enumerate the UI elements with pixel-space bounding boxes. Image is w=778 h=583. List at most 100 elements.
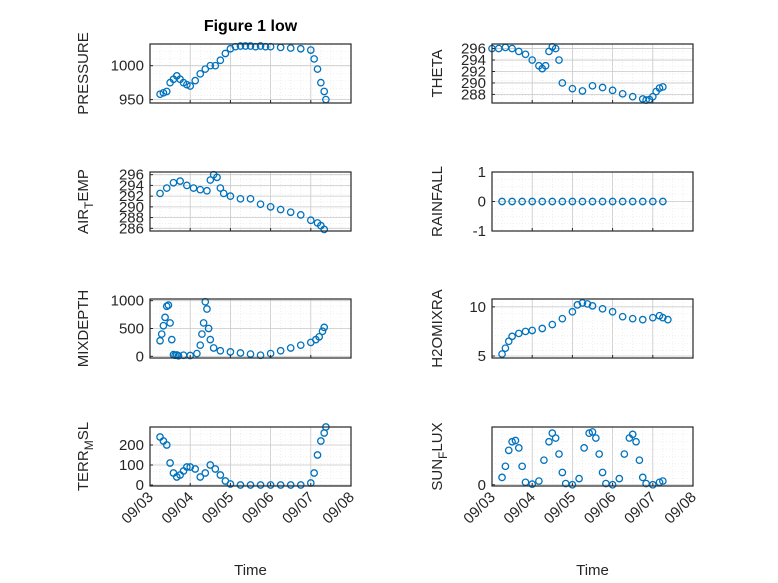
data-point (555, 56, 563, 64)
data-point (498, 473, 506, 482)
data-point (296, 211, 305, 219)
x-tick-label: 09/06 (239, 489, 278, 528)
data-point (183, 463, 191, 471)
y-tick-label: 1000 (111, 58, 144, 75)
data-point (176, 177, 184, 185)
data-point (575, 474, 583, 483)
data-point (286, 481, 295, 489)
y-axis-label: H2OMIXRA (429, 289, 446, 367)
data-point (638, 473, 647, 482)
data-point (276, 346, 285, 355)
y-tick-label: 500 (119, 321, 144, 338)
data-point (568, 480, 577, 489)
data-point (588, 197, 597, 206)
data-point (306, 216, 315, 225)
data-point (174, 351, 183, 360)
data-point (216, 346, 225, 355)
data-point (167, 335, 176, 344)
y-tick-label: 950 (119, 92, 144, 109)
data-point (608, 197, 617, 206)
y-tick-label: 0 (136, 348, 144, 365)
data-point (246, 481, 255, 489)
data-point (186, 351, 195, 360)
x-tick-label: 09/05 (541, 489, 580, 528)
data-point (162, 184, 171, 192)
y-tick-label: 10 (469, 299, 486, 316)
data-point (316, 437, 325, 445)
data-point (620, 450, 629, 458)
subplot-rainfall: -1 0 1 RAINFALL (429, 164, 694, 240)
data-point (558, 314, 567, 323)
data-point (508, 44, 516, 53)
data-point (588, 81, 597, 90)
data-point (286, 208, 295, 217)
x-tick-label: 09/04 (158, 489, 197, 528)
data-point (166, 459, 174, 467)
data-point (213, 173, 221, 182)
x-tick-label: 09/03 (460, 489, 499, 528)
data-point (201, 469, 210, 477)
axes-box (491, 426, 694, 487)
data-point (504, 446, 513, 455)
data-point (555, 450, 563, 458)
data-point (166, 319, 174, 327)
data-point (521, 50, 530, 59)
data-point (598, 83, 607, 92)
data-point (186, 82, 195, 90)
data-point (628, 314, 637, 323)
data-point (578, 87, 587, 95)
y-tick-label: -1 (473, 223, 486, 240)
data-point (658, 477, 667, 485)
x-tick-label: 09/04 (500, 489, 539, 528)
data-point (528, 326, 537, 335)
data-point (193, 349, 201, 358)
data-point (558, 468, 567, 477)
data-point (658, 313, 667, 322)
data-point (256, 42, 265, 50)
y-tick-label: 296 (119, 167, 144, 184)
x-tick-label: 09/08 (319, 489, 358, 528)
data-point (541, 61, 550, 70)
data-point (320, 225, 329, 234)
data-point (518, 197, 527, 206)
axes-box (491, 43, 694, 104)
data-point (196, 473, 205, 481)
data-point (236, 349, 245, 357)
y-axis-label: RAINFALL (429, 166, 446, 237)
data-point (162, 441, 171, 449)
y-tick-label: 1 (478, 164, 486, 181)
data-point (206, 61, 215, 70)
data-point (256, 200, 265, 209)
data-point (226, 192, 235, 200)
data-point (199, 319, 208, 327)
data-point (316, 78, 325, 87)
data-point (236, 194, 245, 203)
data-point (313, 451, 322, 459)
data-point (198, 330, 206, 338)
data-point (156, 189, 164, 198)
data-point (221, 49, 230, 58)
data-point (159, 321, 168, 330)
data-point (514, 329, 523, 338)
data-point (296, 481, 305, 489)
data-point (161, 313, 169, 322)
x-tick-label: 09/07 (279, 489, 318, 528)
data-point (216, 471, 225, 479)
y-tick-label: 100 (119, 457, 144, 474)
y-axis-label: MIXDEPTH (75, 290, 92, 368)
data-point (501, 43, 510, 52)
data-point (578, 197, 587, 206)
y-tick-label: 0 (478, 194, 486, 211)
data-point (286, 344, 295, 352)
data-point (498, 197, 506, 206)
data-point (655, 84, 664, 92)
data-point (315, 332, 324, 341)
data-point (558, 79, 567, 87)
data-point (203, 186, 211, 195)
data-point (211, 465, 220, 473)
data-point (276, 205, 285, 214)
data-point (162, 302, 171, 311)
data-point (628, 430, 637, 439)
